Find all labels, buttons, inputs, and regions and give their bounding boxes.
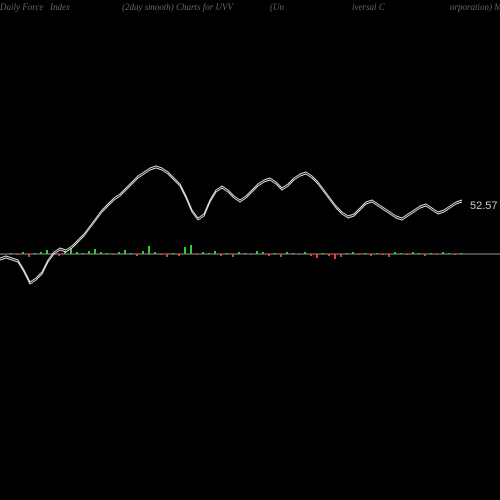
title-segment: (2day smooth) Charts for UVV [122, 2, 233, 12]
title-segment: (Un [270, 2, 284, 12]
title-segment: Index [50, 2, 70, 12]
chart-canvas [0, 0, 500, 500]
title-segment: Daily Force [0, 2, 43, 12]
last-price-label: 52.57 [470, 200, 498, 212]
title-segment: iversal C [352, 2, 385, 12]
chart-title: Daily Force Index (2day smooth) Charts for… [0, 2, 500, 16]
title-segment: orporation) M [450, 2, 500, 12]
